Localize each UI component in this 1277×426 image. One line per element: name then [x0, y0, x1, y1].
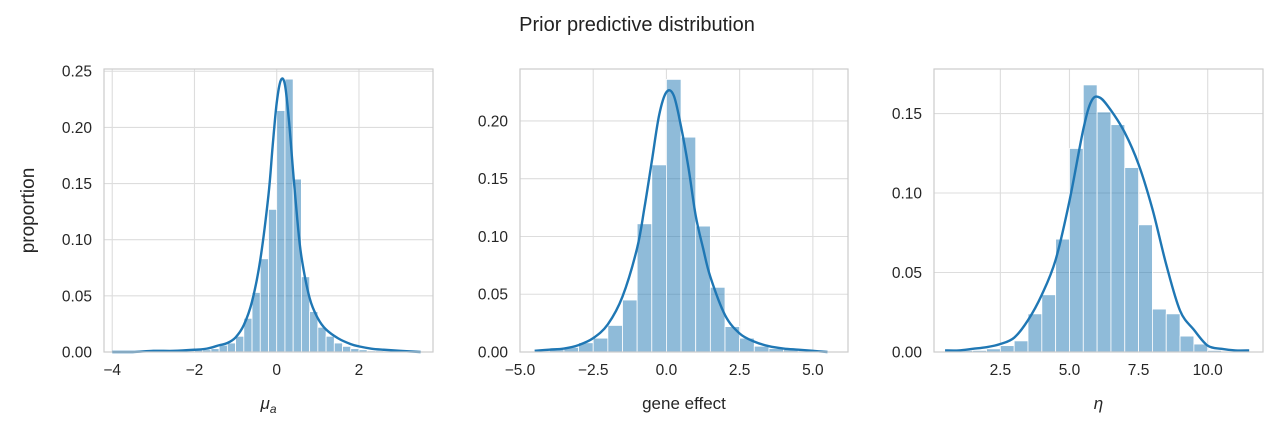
x-tick-label: −2: [186, 362, 204, 379]
histogram-bar: [226, 342, 236, 353]
x-tick-label: 2.5: [729, 362, 751, 379]
histogram-bar: [1124, 167, 1139, 353]
y-tick-label: 0.05: [62, 288, 92, 305]
histogram-bar: [651, 164, 667, 353]
y-tick-label: 0.00: [478, 345, 509, 362]
histogram-bar: [235, 335, 245, 353]
x-tick-label: 7.5: [1128, 362, 1150, 379]
x-tick-label: −4: [103, 362, 121, 379]
x-tick-label: 0: [272, 362, 281, 379]
histogram-bar: [1041, 294, 1057, 353]
subplot-gene-effect: −5.0 −2.5 0.0 2.5 5.0 0.00 0.05 0.10 0.15 0.20 gen…: [478, 68, 849, 413]
histogram-bar: [1138, 224, 1153, 353]
histogram-bar: [1096, 111, 1112, 353]
y-tick-label: 0.00: [62, 345, 93, 362]
axes-frame: [519, 68, 849, 353]
axes-frame: [933, 68, 1264, 353]
histogram-bar: [607, 325, 623, 353]
histogram-bars: [152, 78, 385, 353]
histogram-bar: [333, 342, 343, 353]
histogram-bars: [958, 84, 1222, 353]
x-axis-label: η: [1094, 394, 1103, 413]
histogram-bar: [1165, 313, 1181, 353]
histogram-bar: [592, 337, 609, 353]
y-tick-label: 0.00: [892, 345, 923, 362]
histogram-bar: [753, 345, 770, 353]
y-tick-label: 0.05: [478, 287, 508, 304]
y-tick-label: 0.15: [892, 106, 922, 123]
histogram-bar: [342, 345, 352, 353]
subplot-mu-a: −4 −2 0 2 0.00 0.05 0.10 0.15 0.20 0.25 μa proporti…: [18, 64, 434, 416]
histogram-bar: [259, 258, 269, 353]
y-tick-label: 0.20: [478, 113, 509, 130]
histogram-bar: [325, 335, 335, 353]
histogram-bar: [292, 178, 302, 353]
y-tick-label: 0.20: [62, 120, 93, 137]
x-axis-label: μa: [259, 394, 276, 416]
kde-curve: [112, 77, 421, 354]
histogram-bar: [1027, 313, 1043, 353]
kde-curve: [534, 89, 828, 354]
y-tick-label: 0.15: [478, 171, 508, 188]
x-tick-label: 2: [355, 362, 364, 379]
histogram-bars: [534, 78, 814, 353]
kde-curve: [945, 95, 1250, 352]
x-tick-label: 5.0: [1059, 362, 1081, 379]
x-tick-label: −5.0: [505, 362, 536, 379]
x-tick-label: 5.0: [802, 362, 824, 379]
histogram-bar: [317, 326, 327, 353]
y-axis-label: proportion: [18, 168, 39, 254]
y-tick-label: 0.10: [478, 229, 509, 246]
histogram-bar: [276, 110, 286, 353]
x-tick-label: 2.5: [990, 362, 1012, 379]
histogram-bar: [999, 345, 1015, 353]
axes-frame: [103, 68, 434, 353]
y-tick-label: 0.25: [62, 64, 92, 81]
histogram-bar: [1013, 340, 1029, 353]
x-tick-label: 10.0: [1193, 362, 1224, 379]
y-tick-label: 0.10: [62, 232, 93, 249]
figure-title: Prior predictive distribution: [519, 14, 755, 36]
subplot-eta: 2.5 5.0 7.5 10.0 0.00 0.05 0.10 0.15 η: [892, 68, 1264, 413]
y-tick-label: 0.15: [62, 176, 92, 193]
histogram-bar: [268, 208, 278, 353]
histogram-bar: [1179, 335, 1195, 353]
y-tick-label: 0.05: [892, 265, 922, 282]
x-tick-label: 0.0: [656, 362, 678, 379]
histogram-bar: [1069, 148, 1084, 353]
histogram-bar: [1152, 308, 1167, 353]
y-tick-label: 0.10: [892, 186, 923, 203]
histogram-bar: [1110, 124, 1126, 353]
histogram-bar: [218, 344, 228, 353]
x-tick-label: −2.5: [578, 362, 609, 379]
histogram-bar: [622, 299, 638, 353]
x-axis-label: gene effect: [642, 394, 726, 413]
